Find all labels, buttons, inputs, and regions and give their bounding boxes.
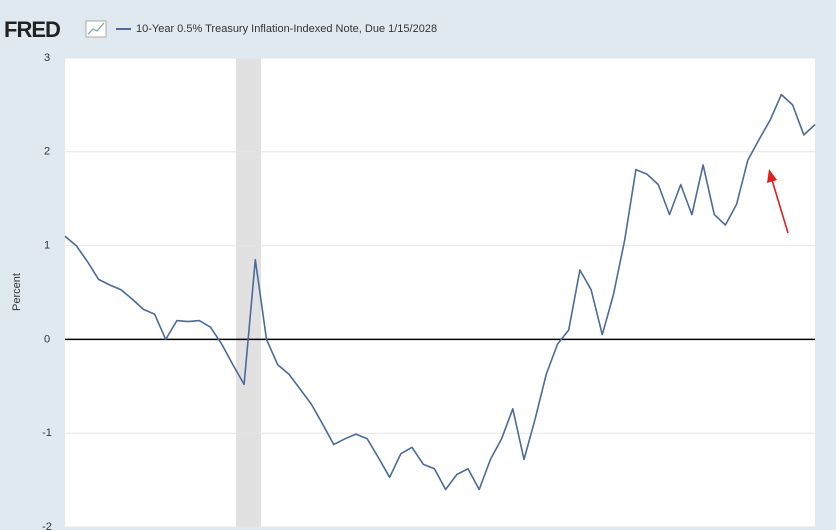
recession-shading [236, 58, 261, 527]
data-line [64, 93, 816, 491]
annotation-arrow [767, 169, 789, 234]
y-axis-label: Percent [11, 273, 23, 311]
y-tick-label: 0 [44, 333, 50, 345]
legend-label: 10-Year 0.5% Treasury Inflation-Indexed … [136, 23, 437, 35]
plot-area [65, 58, 815, 527]
y-tick-label: -1 [42, 427, 52, 439]
y-tick-label: 2 [44, 146, 50, 158]
y-tick-label: 3 [44, 52, 50, 64]
y-tick-label: -2 [42, 521, 52, 530]
y-tick-label: 1 [44, 240, 50, 252]
logo: FRED [4, 17, 60, 42]
logo-icon [85, 20, 107, 38]
